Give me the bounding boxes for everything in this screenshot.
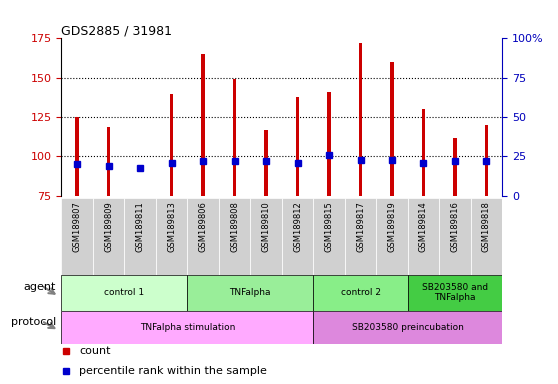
Bar bbox=[282, 198, 313, 275]
Bar bbox=[156, 198, 187, 275]
Bar bbox=[61, 198, 93, 275]
Bar bbox=[75, 117, 79, 196]
Bar bbox=[390, 62, 394, 196]
Text: SB203580 preincubation: SB203580 preincubation bbox=[352, 323, 464, 332]
Text: GSM189806: GSM189806 bbox=[199, 202, 208, 252]
Bar bbox=[187, 275, 313, 311]
Bar bbox=[313, 275, 408, 311]
Bar bbox=[124, 198, 156, 275]
Bar bbox=[296, 97, 300, 196]
Text: TNFalpha stimulation: TNFalpha stimulation bbox=[140, 323, 235, 332]
Bar bbox=[251, 198, 282, 275]
Bar bbox=[439, 198, 471, 275]
Bar bbox=[408, 198, 439, 275]
Bar bbox=[61, 275, 187, 311]
Text: GSM189807: GSM189807 bbox=[73, 202, 81, 252]
Bar bbox=[170, 93, 174, 196]
Bar bbox=[359, 43, 362, 196]
Text: GSM189810: GSM189810 bbox=[262, 202, 271, 252]
Text: GSM189809: GSM189809 bbox=[104, 202, 113, 252]
Bar bbox=[327, 92, 331, 196]
Text: GSM189811: GSM189811 bbox=[136, 202, 145, 252]
Text: GSM189818: GSM189818 bbox=[482, 202, 491, 252]
Bar bbox=[264, 130, 268, 196]
Bar bbox=[453, 137, 457, 196]
Text: SB203580 and
TNFalpha: SB203580 and TNFalpha bbox=[422, 283, 488, 303]
Text: TNFalpha: TNFalpha bbox=[229, 288, 271, 297]
Bar bbox=[201, 54, 205, 196]
Text: control 2: control 2 bbox=[340, 288, 381, 297]
Bar bbox=[345, 198, 376, 275]
Bar bbox=[422, 109, 425, 196]
Text: GDS2885 / 31981: GDS2885 / 31981 bbox=[61, 24, 172, 37]
Bar bbox=[107, 127, 110, 196]
Bar bbox=[484, 125, 488, 196]
Bar bbox=[471, 198, 502, 275]
Text: GSM189819: GSM189819 bbox=[387, 202, 397, 252]
Text: GSM189808: GSM189808 bbox=[230, 202, 239, 252]
Text: count: count bbox=[79, 346, 110, 356]
Text: percentile rank within the sample: percentile rank within the sample bbox=[79, 366, 267, 376]
Text: protocol: protocol bbox=[11, 318, 56, 328]
Bar bbox=[187, 198, 219, 275]
Bar bbox=[93, 198, 124, 275]
Bar bbox=[233, 79, 237, 196]
Text: GSM189815: GSM189815 bbox=[325, 202, 334, 252]
Bar bbox=[313, 198, 345, 275]
Bar bbox=[313, 311, 502, 344]
Text: GSM189814: GSM189814 bbox=[419, 202, 428, 252]
Text: GSM189817: GSM189817 bbox=[356, 202, 365, 252]
Text: agent: agent bbox=[23, 282, 56, 292]
Bar bbox=[408, 275, 502, 311]
Text: control 1: control 1 bbox=[104, 288, 145, 297]
Bar bbox=[61, 311, 313, 344]
Text: GSM189813: GSM189813 bbox=[167, 202, 176, 252]
Bar bbox=[376, 198, 408, 275]
Bar bbox=[219, 198, 251, 275]
Text: GSM189816: GSM189816 bbox=[450, 202, 459, 252]
Text: GSM189812: GSM189812 bbox=[293, 202, 302, 252]
